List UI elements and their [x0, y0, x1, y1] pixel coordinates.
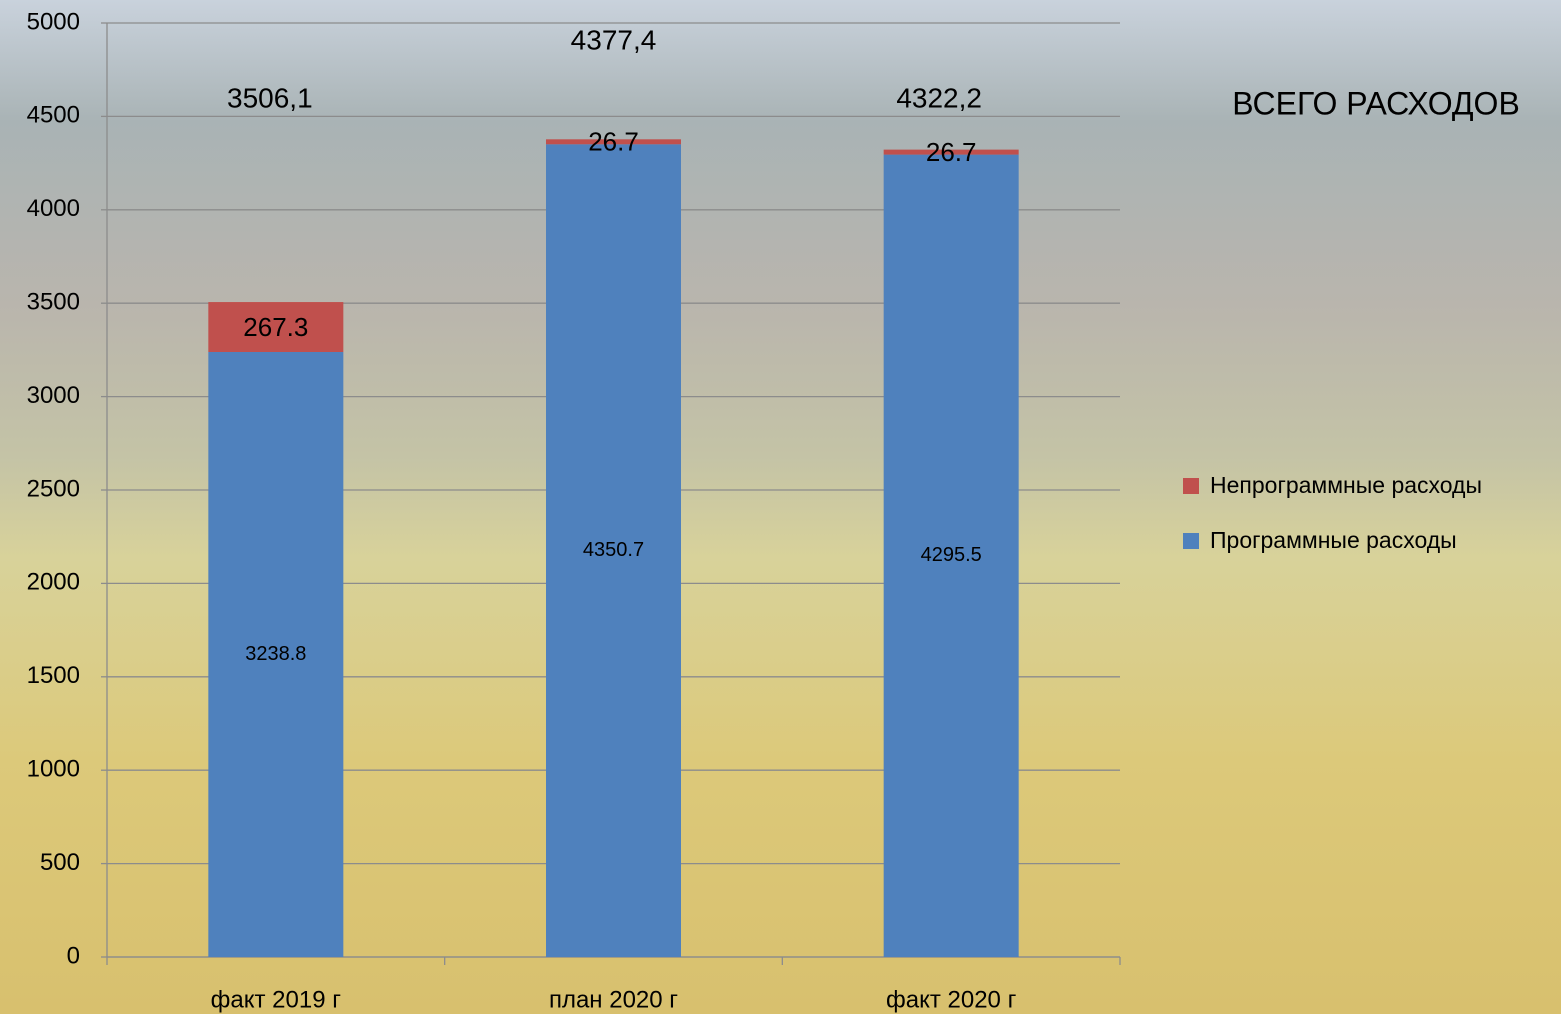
- y-tick-label: 5000: [27, 8, 80, 35]
- legend-swatch: [1183, 478, 1199, 494]
- x-tick-label: план 2020 г: [549, 986, 678, 1013]
- value-label: 4295.5: [921, 544, 982, 566]
- y-tick-label: 1000: [27, 756, 80, 783]
- y-tick-label: 500: [40, 849, 80, 876]
- legend-swatch: [1183, 533, 1199, 549]
- legend-label: Непрограммные расходы: [1210, 472, 1482, 498]
- bar-segment: [208, 351, 344, 957]
- value-label: 26.7: [926, 137, 977, 167]
- total-label: 4377,4: [571, 24, 657, 55]
- total-label: 4322,2: [896, 82, 982, 113]
- bar-segment: [883, 149, 1019, 155]
- y-tick-label: 0: [67, 942, 80, 969]
- x-tick-label: факт 2020 г: [886, 986, 1017, 1013]
- bar-segment: [546, 144, 681, 957]
- total-label: 3506,1: [227, 82, 313, 113]
- y-tick-label: 3500: [27, 289, 80, 316]
- value-label: 267.3: [243, 312, 308, 342]
- bar-segment: [883, 154, 1019, 958]
- value-label: 4350.7: [583, 539, 644, 561]
- y-tick-label: 2500: [27, 475, 80, 502]
- bar-segment: [546, 139, 681, 145]
- y-tick-label: 4000: [27, 195, 80, 222]
- y-tick-label: 4500: [27, 102, 80, 129]
- y-tick-label: 3000: [27, 382, 80, 409]
- x-tick-label: факт 2019 г: [211, 986, 342, 1013]
- bar-segment: [208, 302, 344, 352]
- value-label: 26.7: [588, 127, 639, 157]
- y-tick-label: 1500: [27, 662, 80, 689]
- legend-label: Программные расходы: [1210, 527, 1457, 553]
- y-tick-label: 2000: [27, 569, 80, 596]
- value-label: 3238.8: [245, 643, 306, 665]
- chart-title: ВСЕГО РАСХОДОВ: [1232, 85, 1520, 121]
